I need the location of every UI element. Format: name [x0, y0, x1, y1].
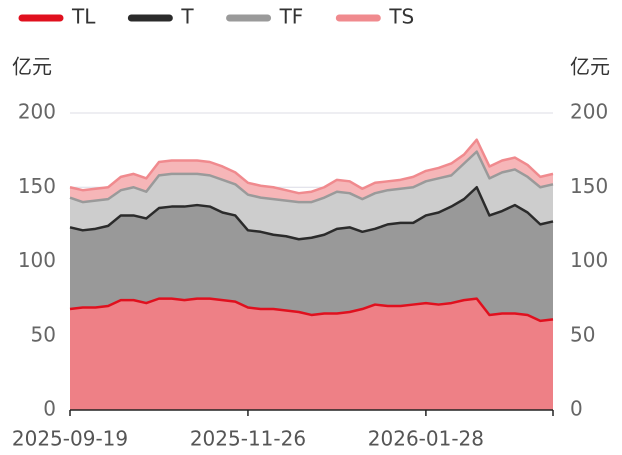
area [70, 298, 553, 410]
line [69, 297, 554, 323]
line [69, 150, 554, 204]
y2-tick-label: 0 [570, 397, 583, 421]
y-tick-label: 200 [18, 100, 56, 124]
area [70, 151, 553, 240]
x-tick-label: 2026-01-28 [368, 427, 484, 451]
y-tick-label: 100 [18, 248, 56, 272]
x-tick-label: 2025-09-19 [12, 427, 128, 451]
y2-tick-label: 50 [570, 322, 595, 346]
line [69, 186, 554, 241]
y-tick-label: 0 [43, 397, 56, 421]
area [70, 139, 553, 203]
y-tick-label: 150 [18, 174, 56, 198]
legend-label: TF [279, 5, 304, 29]
x-tick-label: 2025-11-26 [190, 427, 306, 451]
y-axis-label: 亿元 [12, 55, 52, 79]
area [70, 187, 553, 321]
legend-label: TS [388, 5, 414, 29]
y-tick-label: 50 [31, 322, 56, 346]
y2-tick-label: 200 [570, 100, 608, 124]
y2-tick-label: 150 [570, 174, 608, 198]
y2-axis-label: 亿元 [570, 55, 610, 79]
line [69, 138, 554, 195]
legend-label: TL [71, 5, 96, 29]
legend-label: T [180, 5, 194, 29]
y2-tick-label: 100 [570, 248, 608, 272]
